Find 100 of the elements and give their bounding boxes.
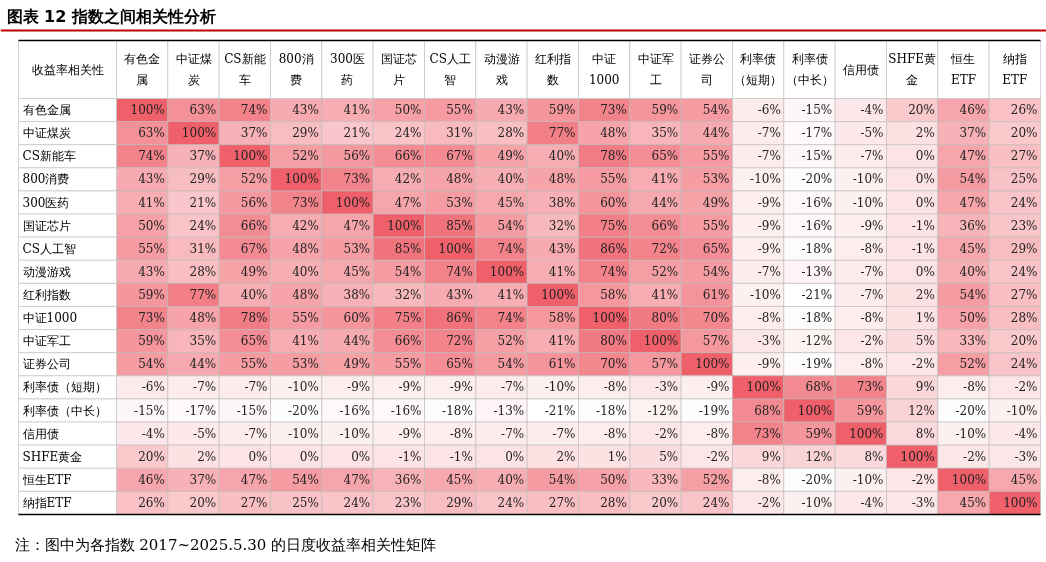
data-label: 77% (548, 126, 576, 141)
data-label: 45% (343, 264, 371, 279)
data-label: 100% (181, 126, 217, 141)
data-label: 33% (959, 334, 987, 349)
data-label: 47% (343, 218, 371, 233)
y-tick-label: 信用债 (22, 426, 59, 441)
data-label: 33% (651, 472, 679, 487)
data-label: 36% (959, 218, 987, 233)
data-label: 1% (915, 311, 935, 326)
data-label: 75% (600, 218, 627, 233)
data-label: 73% (856, 380, 884, 395)
data-label: -9% (757, 241, 781, 256)
y-tick-label: 证券公司 (22, 357, 71, 372)
data-label: 47% (959, 149, 987, 164)
data-label: -10% (955, 426, 987, 441)
data-label: 41% (651, 287, 679, 302)
data-label: 54% (959, 172, 987, 187)
data-label: -7% (193, 380, 217, 395)
data-label: 58% (548, 311, 576, 326)
data-label: 54% (394, 264, 422, 279)
data-label: 55% (446, 103, 473, 118)
data-label: 41% (292, 334, 319, 349)
data-label: 48% (292, 287, 319, 302)
data-label: 67% (240, 241, 268, 256)
data-label: 28% (1010, 311, 1038, 326)
data-label: 59% (138, 334, 165, 349)
data-label: 2% (556, 449, 576, 464)
data-label: 0% (248, 449, 268, 464)
data-label: 43% (548, 241, 576, 256)
data-label: -2% (706, 449, 730, 464)
data-label: 40% (240, 287, 268, 302)
x-tick-label: CS人工智 (429, 52, 471, 87)
data-label: -2% (655, 426, 679, 441)
data-label: -15% (134, 403, 165, 418)
data-label: 0% (351, 449, 371, 464)
data-label: -18% (801, 241, 833, 256)
data-label: -20% (801, 472, 833, 487)
data-label: 9% (761, 449, 781, 464)
data-label: 41% (497, 287, 525, 302)
data-label: 78% (600, 149, 627, 164)
data-label: 12% (805, 449, 833, 464)
data-label: 48% (446, 172, 473, 187)
data-label: 100% (695, 357, 730, 372)
data-label: 26% (138, 495, 165, 510)
data-label: -7% (860, 264, 884, 279)
data-label: 2% (197, 449, 217, 464)
data-label: 24% (343, 495, 371, 510)
data-label: 74% (497, 241, 525, 256)
data-label: 27% (240, 495, 268, 510)
data-label: -8% (603, 426, 627, 441)
data-label: -4% (1014, 426, 1038, 441)
data-label: -15% (236, 403, 268, 418)
data-label: 100% (900, 449, 935, 464)
data-label: 47% (343, 472, 371, 487)
data-label: -3% (655, 380, 679, 395)
data-label: 1% (607, 449, 627, 464)
data-label: -10% (339, 426, 371, 441)
data-label: 73% (600, 103, 627, 118)
data-label: 59% (651, 103, 679, 118)
data-label: 28% (189, 264, 217, 279)
data-label: 65% (651, 149, 679, 164)
data-label: 24% (497, 495, 525, 510)
data-label: -6% (141, 380, 165, 395)
data-label: -17% (185, 403, 217, 418)
data-label: 42% (292, 218, 319, 233)
data-label: 8% (915, 426, 935, 441)
data-label: 73% (138, 311, 165, 326)
text: 注：图中为各指数 2017~2025.5.30 的日度收益率相关性矩阵 (14, 535, 437, 554)
data-label: 41% (343, 103, 371, 118)
data-label: -19% (801, 357, 833, 372)
data-label: 100% (643, 334, 679, 349)
data-label: -7% (860, 287, 884, 302)
data-label: 100% (849, 426, 884, 441)
data-label: 73% (343, 172, 371, 187)
x-tick-label: 有色金属 (124, 52, 161, 87)
data-label: 59% (856, 403, 884, 418)
data-label: 21% (189, 195, 217, 210)
data-label: 32% (394, 287, 422, 302)
data-label: 67% (446, 149, 473, 164)
data-label: 35% (651, 126, 679, 141)
data-label: -3% (757, 334, 781, 349)
data-label: 43% (497, 103, 525, 118)
data-label: 25% (1010, 172, 1038, 187)
data-label: -4% (860, 103, 884, 118)
data-label: 0% (915, 264, 935, 279)
data-label: 40% (292, 264, 319, 279)
data-label: 36% (394, 472, 422, 487)
data-label: 49% (343, 357, 371, 372)
data-label: 42% (394, 172, 422, 187)
data-label: 68% (805, 380, 833, 395)
data-label: 100% (1003, 495, 1038, 510)
data-label: 50% (600, 472, 627, 487)
data-label: -7% (552, 426, 576, 441)
y-tick-label: 中证1000 (22, 311, 78, 326)
data-label: -2% (911, 472, 935, 487)
data-label: 23% (394, 495, 422, 510)
data-label: 21% (343, 126, 371, 141)
data-label: 45% (959, 495, 987, 510)
data-label: 47% (394, 195, 422, 210)
data-label: -16% (801, 218, 833, 233)
